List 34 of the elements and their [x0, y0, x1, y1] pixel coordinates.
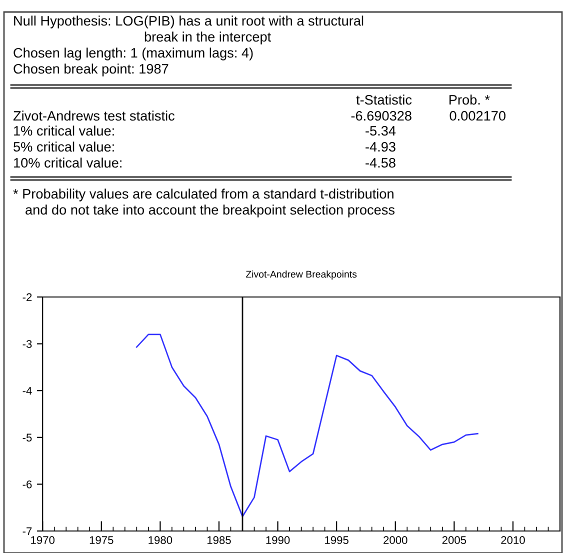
- line-series: [136, 334, 478, 518]
- y-tick-label: -4: [22, 386, 32, 395]
- x-tick-label: 1970: [31, 536, 55, 544]
- x-tick-label: 1985: [207, 536, 231, 544]
- y-tick-label: -5: [22, 434, 32, 442]
- chart-title: Zivot-Andrew Breakpoints: [246, 270, 357, 280]
- text: and do not take into account the breakpoint selection process: [26, 204, 395, 218]
- x-tick-label: 2005: [442, 536, 466, 544]
- text: 10% critical value:: [14, 158, 122, 168]
- text: * Probability values are calculated from a standard t-distribution: [13, 188, 394, 202]
- x-tick-label: 1975: [90, 536, 114, 544]
- text: Prob. *: [450, 94, 490, 105]
- text: t-Statistic: [356, 94, 412, 105]
- text: -6.690328: [351, 111, 412, 121]
- text: Chosen lag length: 1 (maximum lags: 4): [14, 48, 253, 60]
- text: 0.002170: [450, 111, 506, 121]
- text: break in the intercept: [144, 32, 272, 44]
- text: -5.34: [366, 126, 396, 136]
- y-tick-label: -2: [22, 293, 32, 302]
- x-tick-label: 2000: [384, 536, 408, 544]
- y-tick-label: -7: [22, 527, 32, 536]
- x-tick-label: 2010: [501, 536, 525, 544]
- y-tick-label: -3: [22, 340, 32, 348]
- text: Chosen break point: 1987: [14, 64, 168, 76]
- text: Null Hypothesis: LOG(PIB) has a unit root with a structural: [14, 16, 364, 28]
- text: -4.58: [366, 158, 396, 168]
- text: 1% critical value:: [14, 126, 114, 136]
- x-tick-label: 1980: [148, 536, 172, 544]
- text: -4.93: [366, 142, 396, 152]
- x-tick-label: 1990: [266, 536, 290, 544]
- text: 5% critical value:: [14, 142, 114, 152]
- text: Zivot-Andrews test statistic: [13, 110, 175, 121]
- x-tick-label: 1995: [325, 536, 348, 544]
- y-tick-label: -6: [22, 480, 32, 488]
